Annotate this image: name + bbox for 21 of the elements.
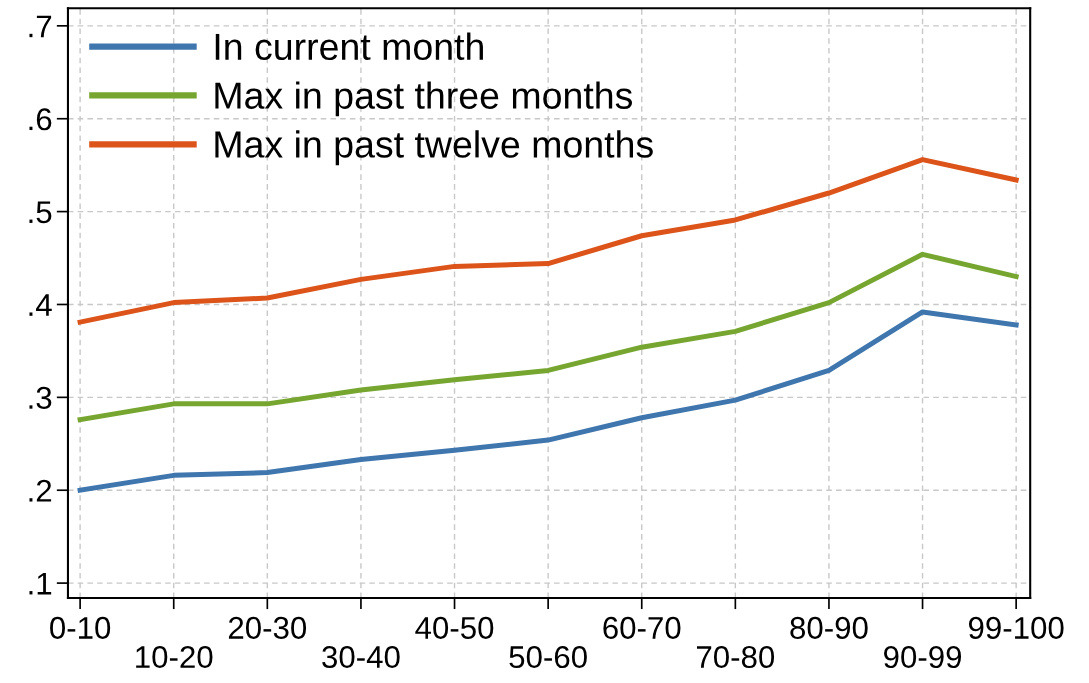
x-tick-label: 0-10 [50, 616, 111, 639]
y-tick-label: .5 [29, 201, 52, 224]
y-tick-label: .4 [29, 294, 52, 316]
x-tick-label: 10-20 [136, 645, 213, 669]
x-tick-label: 30-40 [322, 645, 400, 669]
y-tick-label: .1 [29, 572, 52, 595]
x-tick-label: 80-90 [790, 616, 868, 639]
x-tick-label: 20-30 [228, 616, 307, 639]
x-tick-label: 90-99 [884, 645, 962, 669]
x-tick-label: 50-60 [509, 645, 587, 669]
y-tick-label: .6 [29, 108, 52, 131]
x-tick-label: 40-50 [415, 616, 494, 639]
legend-label: In current month [215, 32, 483, 61]
x-tick-label: 99-100 [968, 616, 1064, 639]
y-tick-label: .7 [29, 15, 52, 38]
legend-label: Max in past twelve months [215, 130, 653, 166]
x-tick-label: 70-80 [696, 645, 775, 669]
x-tick-label: 60-70 [603, 616, 681, 639]
y-tick-label: .3 [29, 386, 52, 409]
y-tick-label: .2 [29, 479, 52, 502]
legend-label: Max in past three months [215, 81, 633, 117]
